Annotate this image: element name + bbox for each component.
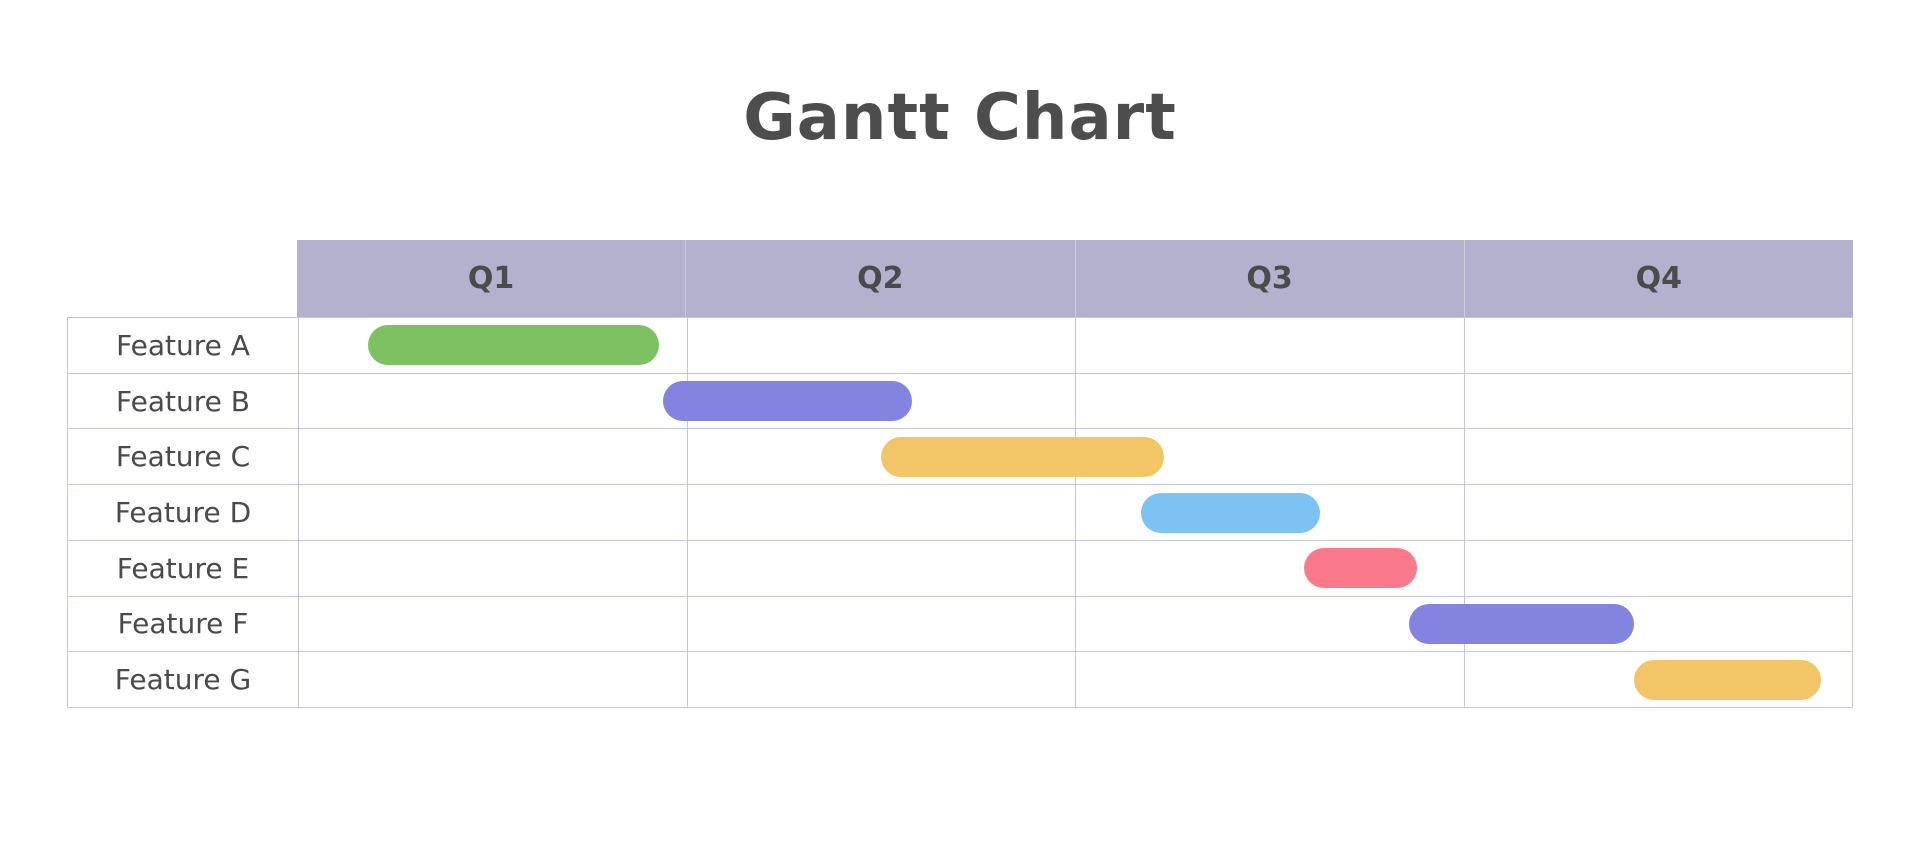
grid-cell <box>686 318 1076 373</box>
task-track <box>298 318 1853 373</box>
task-label: Feature G <box>67 652 298 708</box>
quarter-headers: Q1 Q2 Q3 Q4 <box>297 240 1853 317</box>
quarter-header-q2: Q2 <box>685 240 1074 317</box>
grid-cell <box>1463 318 1853 373</box>
gantt-row: Feature D <box>67 484 1853 540</box>
gantt-row: Feature B <box>67 372 1853 429</box>
task-bar <box>880 436 1165 477</box>
gantt-row: Feature G <box>67 651 1853 709</box>
quarter-header-q4: Q4 <box>1463 240 1853 317</box>
task-track <box>298 540 1853 596</box>
gantt-row: Feature A <box>67 317 1853 373</box>
grid-cell <box>298 652 687 708</box>
grid-cell <box>1463 373 1853 429</box>
task-label: Feature A <box>67 318 298 373</box>
quarter-header-q3: Q3 <box>1074 240 1464 317</box>
grid-cell <box>1463 485 1853 540</box>
grid-cell <box>1463 652 1853 708</box>
task-label: Feature B <box>67 373 298 429</box>
task-bar <box>1141 492 1320 533</box>
grid-cell <box>1463 540 1853 596</box>
task-label: Feature C <box>67 429 298 485</box>
task-track <box>298 652 1853 708</box>
task-label: Feature F <box>67 596 298 652</box>
task-track <box>298 596 1853 652</box>
task-label: Feature E <box>67 540 298 596</box>
task-bar <box>663 381 912 422</box>
grid-cell <box>1075 318 1464 373</box>
task-bar <box>1409 603 1635 644</box>
grid-cell <box>686 429 1076 485</box>
quarter-header-q1: Q1 <box>467 261 515 296</box>
grid-cell <box>298 318 687 373</box>
grid-cell <box>1075 485 1464 540</box>
header-spacer <box>67 240 297 317</box>
grid-cell <box>686 485 1076 540</box>
task-label: Feature D <box>67 485 298 540</box>
chart-title: Gantt Chart <box>743 81 1177 155</box>
gantt-rows: Feature A Feature B Feature C Feature D Feat… <box>67 317 1853 709</box>
task-bar <box>1304 548 1417 589</box>
grid-cell <box>298 540 687 596</box>
grid-cell <box>686 540 1076 596</box>
task-track <box>298 373 1853 429</box>
task-bar <box>367 325 660 366</box>
gantt-row: Feature F <box>67 595 1853 652</box>
grid-cell <box>298 485 687 540</box>
gantt-row: Feature C <box>67 428 1853 485</box>
grid-cell <box>298 429 687 485</box>
task-track <box>298 485 1853 540</box>
gantt-chart: Q1 Q2 Q3 Q4 Feature A Feature B Feature C Feat… <box>67 240 1853 709</box>
gantt-row: Feature E <box>67 539 1853 596</box>
task-track <box>298 429 1853 485</box>
gantt-header-row: Q1 Q2 Q3 Q4 <box>67 240 1853 317</box>
grid-cell <box>298 373 687 429</box>
grid-cell <box>298 596 687 652</box>
task-bar <box>1634 659 1821 700</box>
grid-cell <box>1075 540 1464 596</box>
grid-cell <box>1075 373 1464 429</box>
grid-cell <box>686 652 1076 708</box>
grid-cell <box>1075 652 1464 708</box>
grid-cell <box>1075 596 1464 652</box>
grid-cell <box>1463 429 1853 485</box>
grid-cell <box>686 596 1076 652</box>
